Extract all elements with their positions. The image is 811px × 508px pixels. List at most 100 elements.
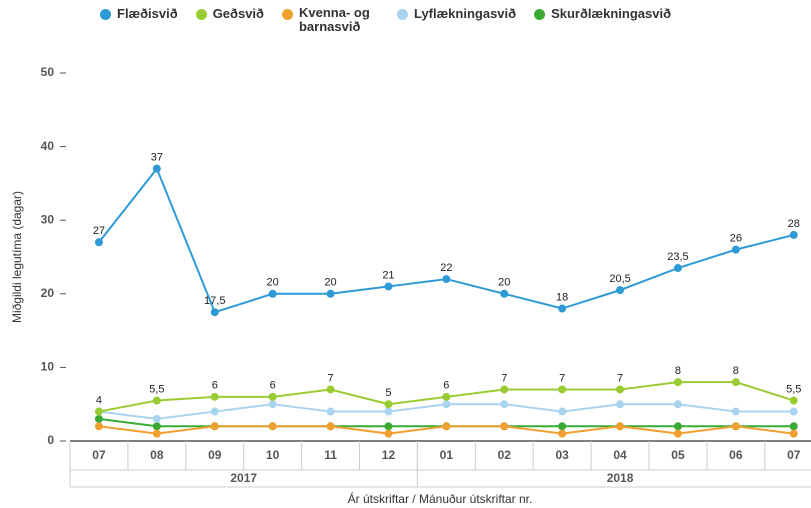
point (384, 400, 393, 409)
y-tick-label: 30 (41, 212, 55, 226)
point (500, 289, 509, 298)
point (673, 429, 682, 438)
x-tick-label: 03 (555, 448, 569, 462)
x-tick-label: 04 (613, 448, 627, 462)
point (210, 392, 219, 401)
point (210, 422, 219, 431)
legend: Flæðisvið Geðsvið Kvenna- og barnasvið Lyfl… (100, 6, 671, 34)
value-label: 7 (327, 372, 333, 384)
point (268, 400, 277, 409)
point (210, 308, 219, 317)
point (789, 407, 798, 416)
legend-item[interactable]: Flæðisvið (100, 6, 178, 21)
point (152, 414, 161, 423)
point (268, 392, 277, 401)
point (789, 230, 798, 239)
y-tick-label: 20 (41, 286, 55, 300)
point (94, 407, 103, 416)
y-tick-label: 40 (41, 139, 55, 153)
point (326, 422, 335, 431)
point (384, 422, 393, 431)
legend-item[interactable]: Kvenna- og barnasvið (281, 5, 379, 34)
x-tick-label: 07 (92, 448, 106, 462)
x-tick-label: 10 (266, 448, 280, 462)
x-tick-label: 07 (787, 448, 801, 462)
legend-marker (100, 9, 111, 20)
point (384, 282, 393, 291)
value-label: 23,5 (667, 251, 688, 263)
point (558, 385, 567, 394)
point (384, 407, 393, 416)
legend-label: Geðsvið (212, 6, 264, 21)
point (94, 414, 103, 423)
point (558, 422, 567, 431)
point (789, 422, 798, 431)
value-label: 4 (96, 394, 102, 406)
point (268, 422, 277, 431)
legend-label: Flæðisvið (117, 6, 178, 21)
point (616, 400, 625, 409)
value-label: 20 (498, 277, 510, 289)
x-tick-label: 02 (498, 448, 512, 462)
legend-marker (281, 9, 293, 20)
value-label: 21 (382, 269, 394, 281)
x-tick-label: 01 (440, 448, 454, 462)
value-label: 20,5 (609, 273, 630, 285)
point (152, 396, 161, 405)
point (789, 429, 798, 438)
point (789, 396, 798, 405)
series-line (98, 166, 794, 314)
point (500, 385, 509, 394)
point (442, 400, 451, 409)
point (442, 275, 451, 284)
legend-item[interactable]: Lyflækningasvið (396, 6, 516, 21)
legend-item[interactable]: Skurðlækningasvið (534, 6, 671, 21)
point (152, 164, 161, 173)
value-label: 17,5 (204, 295, 225, 307)
legend-label: Skurðlækningasvið (551, 6, 672, 21)
x-tick-label: 08 (150, 448, 164, 462)
value-label: 20 (324, 277, 336, 289)
value-label: 6 (270, 380, 276, 392)
legend-marker (195, 9, 207, 20)
y-tick-label: 50 (41, 65, 55, 79)
value-label: 8 (675, 365, 681, 377)
point (731, 407, 740, 416)
point (673, 422, 682, 431)
x-tick-label: 06 (729, 448, 743, 462)
legend-item[interactable]: Geðsvið (195, 6, 264, 21)
point (326, 407, 335, 416)
point (94, 422, 103, 431)
point (326, 385, 335, 394)
value-label: 27 (93, 225, 105, 237)
point (326, 289, 335, 298)
value-label: 6 (443, 380, 449, 392)
x-axis-label: Ár útskriftar / Mánuður útskriftar nr. (348, 491, 533, 506)
year-label: 2017 (230, 471, 257, 485)
value-label: 7 (559, 372, 565, 384)
value-label: 18 (556, 291, 568, 303)
value-label: 26 (730, 233, 742, 245)
value-label: 8 (733, 365, 739, 377)
legend-label: Kvenna- og barnasvið (298, 5, 370, 34)
value-label: 5 (385, 387, 391, 399)
x-tick-label: 05 (671, 448, 685, 462)
x-tick-label: 09 (208, 448, 222, 462)
y-axis-label: Miðgildi legutíma (dagar) (10, 191, 24, 323)
point (731, 378, 740, 387)
point (268, 289, 277, 298)
point (442, 392, 451, 401)
point (616, 422, 625, 431)
point (731, 245, 740, 254)
y-tick-label: 10 (41, 360, 55, 374)
point (152, 429, 161, 438)
value-label: 7 (617, 372, 623, 384)
value-label: 7 (501, 372, 507, 384)
point (673, 264, 682, 273)
value-label: 22 (440, 262, 452, 274)
value-label: 28 (788, 218, 800, 230)
point (558, 407, 567, 416)
point (500, 422, 509, 431)
point (210, 407, 219, 416)
